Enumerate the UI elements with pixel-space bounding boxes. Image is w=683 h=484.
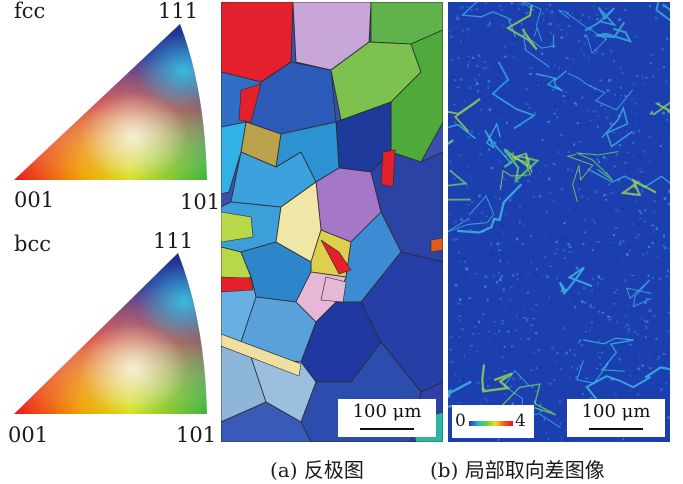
- kam-map: [448, 2, 670, 442]
- kam-colorbar-box: 0 4: [452, 405, 534, 438]
- bcc-101-label: 101: [176, 423, 217, 447]
- caption-a: (a) 反极图: [270, 458, 364, 482]
- kam-colorbar: [469, 421, 513, 426]
- bcc-label: bcc: [14, 232, 51, 256]
- ipf-scale-label: 100 μm: [352, 401, 422, 422]
- kam-scale-box: 100 μm: [567, 399, 665, 437]
- kam-colorbar-max: 4: [515, 411, 526, 431]
- fcc-label: fcc: [14, 0, 46, 23]
- kam-scale-label: 100 μm: [581, 401, 651, 422]
- bcc-111-label: 111: [153, 229, 194, 253]
- fcc-001-label: 001: [14, 188, 55, 212]
- fcc-101-label: 101: [180, 190, 221, 214]
- fcc-111-label: 111: [158, 0, 199, 23]
- kam-texture: [448, 2, 670, 442]
- caption-b: (b) 局部取向差图像: [430, 458, 605, 482]
- ipf-map: [221, 2, 443, 442]
- ipf-scale-bar: [360, 428, 414, 430]
- kam-colorbar-min: 0: [455, 411, 466, 431]
- ipf-scale-box: 100 μm: [338, 399, 436, 437]
- bcc-001-label: 001: [8, 423, 49, 447]
- kam-scale-bar: [589, 428, 643, 430]
